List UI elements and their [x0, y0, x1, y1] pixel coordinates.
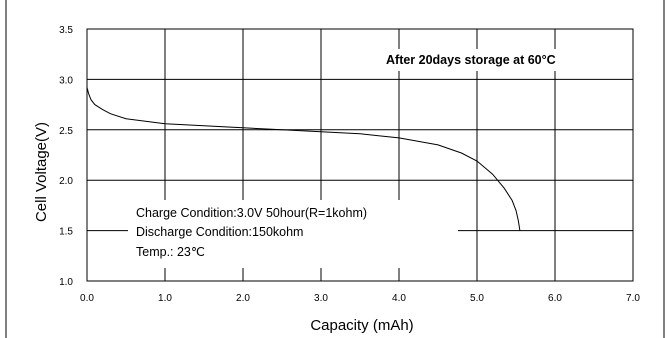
x-tick-label: 0.0 [80, 293, 94, 304]
y-tick-label: 3.0 [59, 75, 73, 86]
x-tick-label: 5.0 [470, 293, 484, 304]
y-tick-label: 3.5 [59, 25, 73, 36]
conditions-box [128, 200, 458, 268]
x-tick-label: 3.0 [314, 293, 328, 304]
y-axis-title: Cell Voltage(V) [33, 122, 50, 222]
y-tick-label: 1.5 [59, 227, 73, 238]
x-axis-title: Capacity (mAh) [310, 317, 413, 334]
storage-note: After 20days storage at 60°C [386, 53, 556, 67]
x-tick-label: 2.0 [236, 293, 250, 304]
x-tick-label: 4.0 [392, 293, 406, 304]
temperature-note: Temp.: 23℃ [136, 245, 205, 259]
y-tick-label: 2.5 [59, 126, 73, 137]
discharge-condition: Discharge Condition:150kohm [136, 225, 303, 239]
x-tick-label: 1.0 [158, 293, 172, 304]
y-tick-label: 2.0 [59, 176, 73, 187]
x-tick-label: 6.0 [548, 293, 562, 304]
storage-note-box [378, 49, 600, 71]
tick-labels: 0.0 1.0 2.0 3.0 4.0 5.0 6.0 7.0 1.0 1.5 2.0 2.5 3.0 3… [59, 25, 640, 304]
y-tick-label: 1.0 [59, 277, 73, 288]
charge-condition: Charge Condition:3.0V 50hour(R=1kohm) [136, 206, 367, 220]
plot-area [86, 28, 634, 282]
x-tick-label: 7.0 [626, 293, 640, 304]
discharge-curve [86, 87, 521, 231]
